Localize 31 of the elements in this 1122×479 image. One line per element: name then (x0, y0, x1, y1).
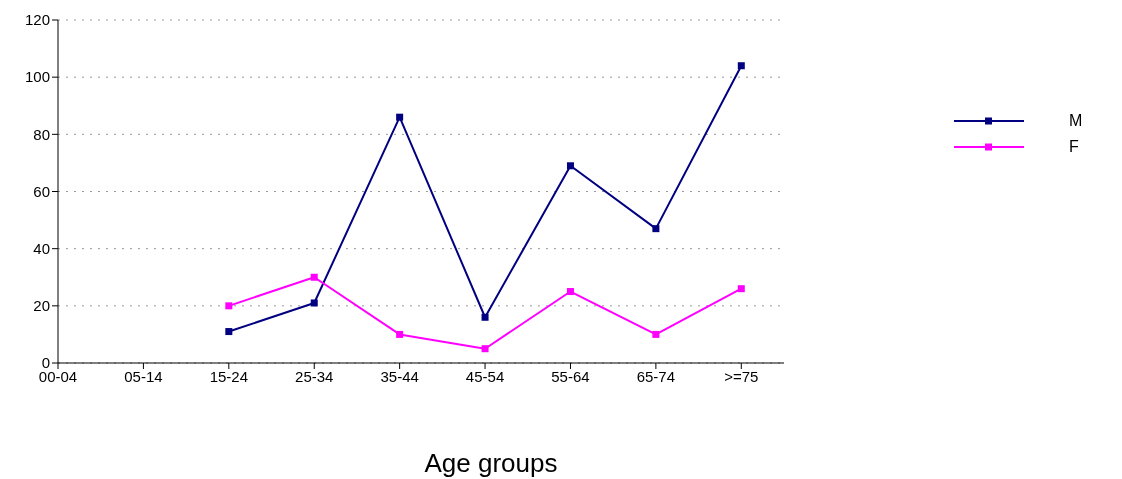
point (396, 330, 404, 338)
x-tick-label: 45-54 (465, 367, 505, 385)
point (481, 313, 489, 321)
x-tick-label: 15-24 (209, 367, 249, 385)
y-tick-label: 40 (33, 239, 50, 257)
point (652, 225, 660, 233)
x-tick-label: 55-64 (551, 367, 590, 385)
text: F (1069, 138, 1079, 156)
point (737, 62, 745, 70)
point (481, 345, 489, 353)
point (566, 288, 574, 296)
point (225, 302, 233, 310)
x-tick-label: >=75 (724, 367, 759, 385)
point (396, 113, 404, 121)
y-tick-label: 20 (33, 297, 50, 315)
point (225, 328, 233, 336)
x-tick-label: 65-74 (636, 367, 676, 385)
point (566, 162, 574, 170)
point (310, 273, 318, 281)
text: M (1069, 112, 1083, 130)
x-tick-label: 05-14 (124, 367, 163, 385)
y-tick-label: 100 (24, 68, 50, 86)
point (737, 285, 745, 293)
x-tick-label: 25-34 (295, 367, 334, 385)
point (310, 299, 318, 307)
x-tick-label: 35-44 (380, 367, 419, 385)
y-tick-label: 80 (33, 125, 50, 143)
point (652, 330, 660, 338)
x-axis-title: Age groups (423, 448, 559, 479)
y-tick-label: 60 (33, 182, 50, 200)
y-tick-label: 120 (24, 11, 50, 29)
